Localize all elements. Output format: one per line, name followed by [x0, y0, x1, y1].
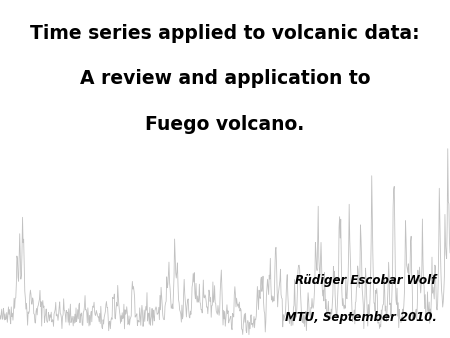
Text: MTU, September 2010.: MTU, September 2010.	[284, 312, 436, 324]
Text: Fuego volcano.: Fuego volcano.	[145, 115, 305, 134]
Text: Rüdiger Escobar Wolf: Rüdiger Escobar Wolf	[295, 274, 436, 287]
Text: A review and application to: A review and application to	[80, 69, 370, 88]
Text: Time series applied to volcanic data:: Time series applied to volcanic data:	[30, 24, 420, 43]
